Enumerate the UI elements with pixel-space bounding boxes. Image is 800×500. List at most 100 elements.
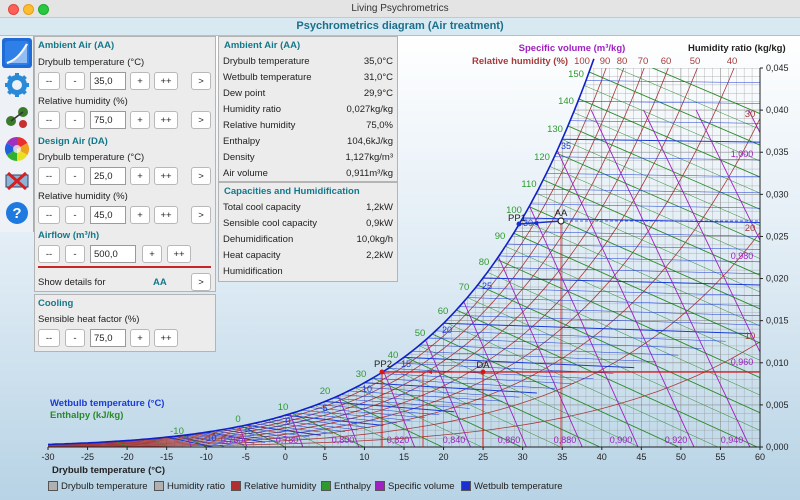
- airflow-inc-button[interactable]: +: [142, 245, 162, 263]
- aa-drybulb-dec-large-button[interactable]: --: [38, 72, 60, 90]
- capacity-value: 2,2kW: [366, 250, 393, 261]
- airflow-input[interactable]: 500,0: [90, 245, 136, 263]
- airflow-inc-large-button[interactable]: ++: [167, 245, 191, 263]
- shf-inc-large-button[interactable]: ++: [154, 329, 178, 347]
- legend-item[interactable]: Drybulb temperature: [48, 480, 148, 492]
- sidebar-item-chart[interactable]: [2, 38, 32, 68]
- da-drybulb-next-button[interactable]: >: [191, 167, 211, 185]
- wetbulb-line: [174, 436, 224, 447]
- rh-top-label: 70: [638, 56, 649, 67]
- da-rh-input[interactable]: 45,0: [90, 206, 126, 224]
- aa-drybulb-inc-large-button[interactable]: ++: [154, 72, 178, 90]
- info-row: Drybulb temperature 35,0°C: [223, 56, 393, 70]
- enthalpy-label: -10: [170, 426, 184, 437]
- rh-top-label: 90: [600, 56, 611, 67]
- da-drybulb-dec-large-button[interactable]: --: [38, 167, 60, 185]
- x-tick-label: 0: [283, 452, 288, 462]
- rh-top-label: 100: [574, 56, 590, 67]
- details-next-button[interactable]: >: [191, 273, 211, 291]
- airflow-title: Airflow (m³/h): [38, 230, 100, 241]
- sidebar-item-settings[interactable]: [2, 70, 32, 100]
- aa-drybulb-input[interactable]: 35,0: [90, 72, 126, 90]
- shf-dec-large-button[interactable]: --: [38, 329, 60, 347]
- info-label: Density: [223, 152, 255, 163]
- rh-curve: [48, 68, 760, 447]
- enthalpy-label: 120: [534, 152, 550, 163]
- saturation-curve: [47, 58, 595, 446]
- y-tick-label: 0,035: [766, 147, 789, 157]
- da-drybulb-label: Drybulb temperature (°C): [38, 152, 145, 163]
- legend-item[interactable]: Wetbulb temperature: [461, 480, 563, 492]
- swap-icon: [5, 171, 29, 191]
- rh-curve: [48, 68, 760, 447]
- wetbulb-line: [166, 436, 214, 447]
- legend-item[interactable]: Relative humidity: [231, 480, 316, 492]
- x-tick-label: 50: [676, 452, 686, 462]
- enthalpy-label: 130: [547, 124, 563, 135]
- wetbulb-line: [293, 412, 397, 424]
- da-drybulb-input[interactable]: 25,0: [90, 167, 126, 185]
- specific-volume-label: 0,920: [665, 435, 688, 445]
- da-rh-inc-button[interactable]: +: [130, 206, 150, 224]
- da-rh-dec-button[interactable]: -: [65, 206, 85, 224]
- process-line-aa-pp1: [518, 220, 562, 225]
- x-tick-label: -10: [200, 452, 213, 462]
- info-value: 104,6kJ/kg: [347, 136, 393, 147]
- minimize-button[interactable]: [23, 4, 34, 15]
- shf-dec-button[interactable]: -: [65, 329, 85, 347]
- info-row: Air volume 0,911m³/kg: [223, 168, 393, 182]
- da-rh-dec-large-button[interactable]: --: [38, 206, 60, 224]
- da-rh-next-button[interactable]: >: [191, 206, 211, 224]
- rh-top-label: 50: [690, 56, 701, 67]
- x-tick-label: 15: [399, 452, 409, 462]
- sidebar-item-processes[interactable]: [2, 102, 32, 132]
- wetbulb-line: [475, 287, 760, 299]
- legend-item[interactable]: Enthalpy: [321, 480, 371, 492]
- da-drybulb-inc-large-button[interactable]: ++: [154, 167, 178, 185]
- wetbulb-line: [324, 401, 455, 413]
- wetbulb-line: [578, 100, 760, 112]
- shf-inc-button[interactable]: +: [130, 329, 150, 347]
- airflow-dec-large-button[interactable]: --: [38, 245, 60, 263]
- aa-rh-label: Relative humidity (%): [38, 96, 128, 107]
- zoom-button[interactable]: [38, 4, 49, 15]
- y-tick-label: 0,030: [766, 189, 789, 199]
- aa-rh-next-button[interactable]: >: [191, 111, 211, 129]
- da-rh-inc-large-button[interactable]: ++: [154, 206, 178, 224]
- enthalpy-label: 10: [278, 402, 289, 413]
- specific-volume-label: 0,840: [443, 435, 466, 445]
- x-tick-label: 30: [518, 452, 528, 462]
- y-tick-label: 0,000: [766, 442, 789, 452]
- info-label: Wetbulb temperature: [223, 72, 312, 83]
- enthalpy-label: 150: [568, 69, 584, 80]
- wetbulb-axis-title: Wetbulb temperature (°C): [50, 398, 164, 409]
- aa-drybulb-dec-button[interactable]: -: [65, 72, 85, 90]
- y-tick-label: 0,040: [766, 105, 789, 115]
- x-tick-label: -25: [81, 452, 94, 462]
- shf-input[interactable]: 75,0: [90, 329, 126, 347]
- airflow-dec-button[interactable]: -: [65, 245, 85, 263]
- legend-label: Relative humidity: [244, 480, 317, 492]
- aa-rh-inc-large-button[interactable]: ++: [154, 111, 178, 129]
- aa-rh-input[interactable]: 75,0: [90, 111, 126, 129]
- enthalpy-label: 50: [415, 328, 426, 339]
- specific-volume-label: 0,980: [731, 251, 754, 261]
- close-button[interactable]: [8, 4, 19, 15]
- x-tick-label: -30: [41, 452, 54, 462]
- sidebar-item-help[interactable]: ?: [2, 198, 32, 228]
- rh-curve: [48, 68, 760, 446]
- sidebar-item-swap[interactable]: [2, 166, 32, 196]
- aa-rh-dec-button[interactable]: -: [65, 111, 85, 129]
- details-select[interactable]: AA: [153, 277, 167, 288]
- aa-drybulb-inc-button[interactable]: +: [130, 72, 150, 90]
- legend-item[interactable]: Humidity ratio: [154, 480, 225, 492]
- aa-drybulb-next-button[interactable]: >: [191, 72, 211, 90]
- aa-rh-dec-large-button[interactable]: --: [38, 111, 60, 129]
- info-title: Ambient Air (AA): [224, 40, 301, 51]
- da-drybulb-inc-button[interactable]: +: [130, 167, 150, 185]
- aa-rh-inc-button[interactable]: +: [130, 111, 150, 129]
- legend-item[interactable]: Specific volume: [375, 480, 455, 492]
- sidebar-item-colors[interactable]: [2, 134, 32, 164]
- da-drybulb-dec-button[interactable]: -: [65, 167, 85, 185]
- info-value: 29,9°C: [363, 88, 393, 99]
